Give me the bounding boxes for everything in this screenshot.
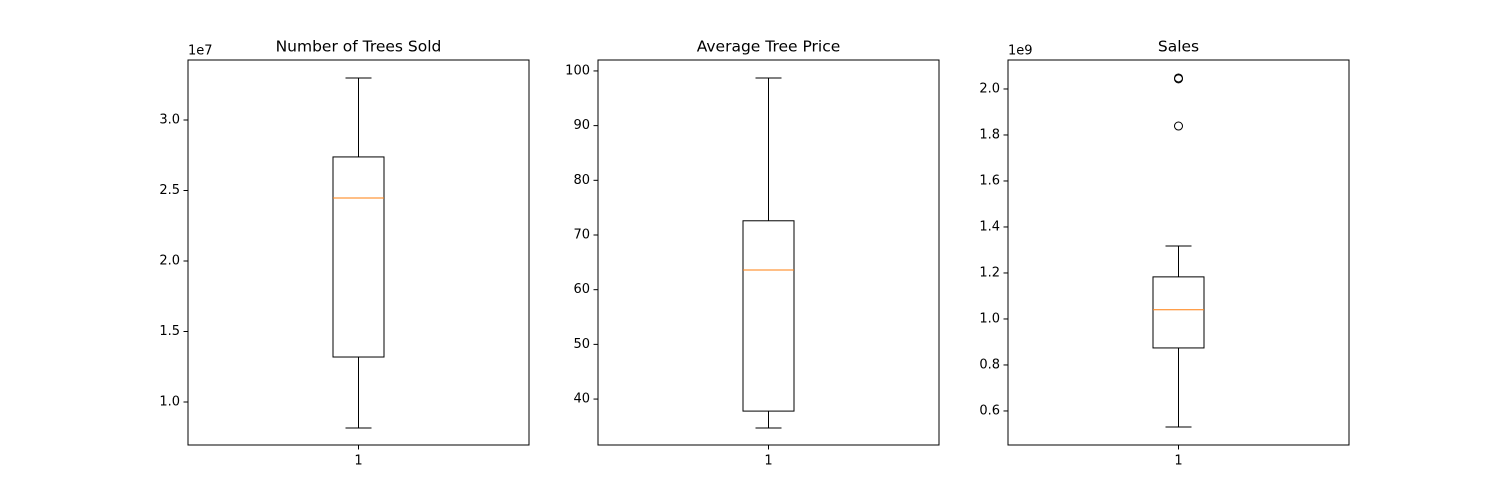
x-tick-label: 1: [1174, 454, 1182, 469]
chart-title: Sales: [1158, 38, 1199, 56]
y-tick-label: 60: [573, 282, 590, 297]
offset-label: 1e9: [1008, 44, 1033, 59]
x-tick-label: 1: [764, 454, 772, 469]
y-tick-label: 2.0: [979, 81, 1000, 96]
flier: [1174, 121, 1183, 131]
y-tick-label: 1.5: [159, 324, 180, 339]
y-tick-label: 40: [573, 392, 590, 407]
y-tick-label: 1.0: [159, 394, 180, 409]
y-tick-label: 1.2: [979, 265, 1000, 280]
y-tick-label: 50: [573, 337, 590, 352]
y-tick-label: 0.6: [979, 403, 1000, 418]
y-tick-label: 2.0: [159, 253, 180, 268]
offset-label: 1e7: [188, 44, 213, 59]
chart-title: Number of Trees Sold: [276, 38, 442, 56]
chart-title: Average Tree Price: [697, 38, 841, 56]
y-tick-label: 1.4: [979, 219, 1000, 234]
y-tick-label: 2.5: [159, 183, 180, 198]
x-tick-label: 1: [354, 454, 362, 469]
flier: [1174, 73, 1183, 83]
box: [1152, 276, 1205, 349]
y-tick-label: 90: [573, 118, 590, 133]
y-tick-label: 3.0: [159, 112, 180, 127]
box: [742, 220, 795, 412]
y-tick-label: 80: [573, 173, 590, 188]
y-tick-label: 1.6: [979, 173, 1000, 188]
y-tick-label: 70: [573, 228, 590, 243]
y-tick-label: 1.0: [979, 311, 1000, 326]
y-tick-label: 100: [565, 63, 590, 78]
box: [332, 156, 385, 358]
y-tick-label: 1.8: [979, 127, 1000, 142]
y-tick-label: 0.8: [979, 357, 1000, 372]
